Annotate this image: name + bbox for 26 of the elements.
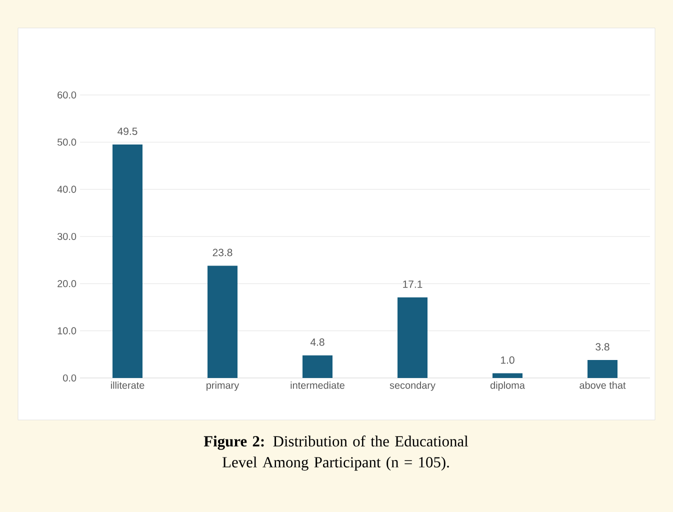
x-tick-label: primary — [206, 382, 240, 391]
x-tick-label: illiterate — [111, 382, 144, 389]
y-tick-label: 10.0 — [58, 327, 76, 334]
bar — [112, 144, 143, 378]
bar — [492, 373, 523, 378]
x-tick-label: secondary — [390, 382, 436, 391]
data-label: 23.8 — [212, 248, 232, 256]
data-label: 1.0 — [501, 356, 514, 364]
data-label: 49.5 — [118, 128, 138, 135]
x-tick-label: above that — [580, 382, 626, 389]
y-tick-label: 40.0 — [57, 186, 76, 193]
bar — [208, 266, 238, 378]
data-label: 17.1 — [403, 280, 422, 288]
bar — [302, 355, 333, 378]
x-tick-label: diploma — [490, 382, 525, 391]
bar — [398, 297, 428, 378]
data-label: 4.8 — [310, 338, 324, 346]
x-tick-label: intermediate — [290, 382, 344, 389]
y-tick-label: 30.0 — [57, 232, 76, 240]
y-tick-label: 60.0 — [58, 91, 76, 99]
text: Figure 2: Distribution of the Educational Level Among Participant (n = 105). — [204, 436, 468, 471]
y-tick-label: 20.0 — [58, 280, 76, 288]
y-tick-label: 0.0 — [63, 374, 76, 382]
bar — [588, 360, 618, 378]
data-label: 3.8 — [596, 343, 610, 351]
y-tick-label: 50.0 — [58, 138, 76, 146]
